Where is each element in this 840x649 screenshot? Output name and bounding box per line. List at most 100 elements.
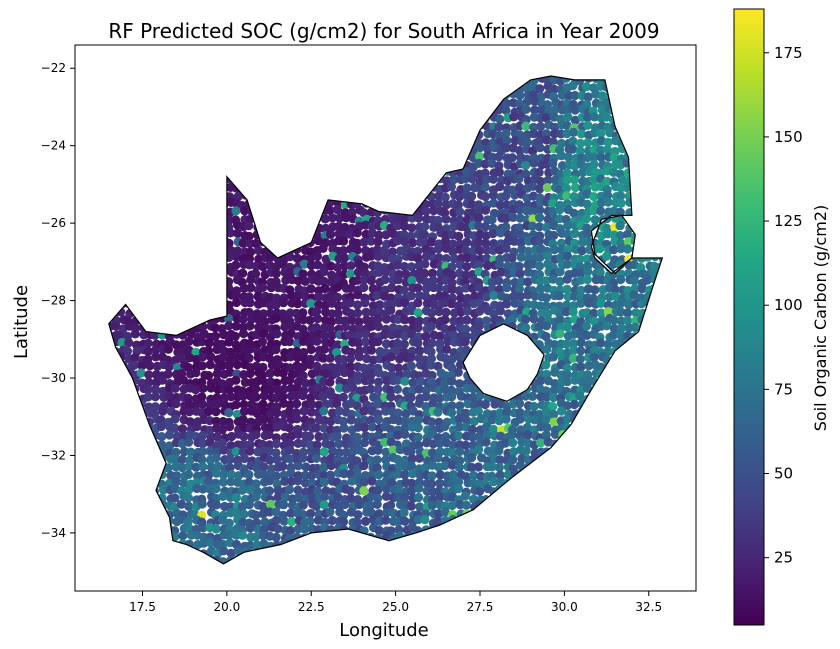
soc-point: [319, 492, 329, 502]
soc-point: [489, 290, 499, 300]
soc-point: [225, 228, 235, 238]
soc-point: [334, 406, 344, 416]
soc-point: [314, 292, 324, 302]
soc-point: [569, 208, 579, 218]
soc-point: [352, 228, 362, 238]
soc-point: [569, 399, 579, 410]
soc-point: [406, 361, 416, 371]
soc-point: [381, 314, 391, 324]
soc-point: [542, 423, 552, 433]
soc-point: [265, 368, 275, 378]
soc-point: [488, 174, 498, 184]
soc-point: [177, 454, 187, 465]
soc-point: [576, 298, 586, 308]
soc-point: [218, 470, 229, 480]
soc-point: [575, 146, 585, 156]
soc-point: [244, 353, 254, 363]
soc-point: [501, 191, 511, 201]
soc-point: [158, 485, 169, 495]
soc-point: [610, 291, 621, 301]
soc-point: [449, 221, 459, 231]
soc-point: [306, 298, 316, 308]
soc-point: [301, 462, 311, 472]
soc-point: [595, 244, 605, 254]
soc-point: [156, 421, 166, 432]
soc-point: [258, 399, 268, 409]
soc-point: [529, 314, 539, 324]
soc-point: [584, 298, 594, 308]
soc-point: [583, 229, 593, 239]
soc-point: [198, 462, 208, 472]
soc-point: [535, 252, 545, 262]
soc-point: [298, 315, 308, 325]
soc-point: [326, 229, 336, 239]
soc-point: [570, 228, 580, 239]
soc-point: [293, 299, 303, 309]
soc-point: [631, 308, 641, 318]
soc-point: [265, 455, 275, 465]
soc-point: [393, 375, 403, 385]
soc-point: [581, 82, 592, 92]
soc-point: [400, 492, 410, 502]
soc-point: [231, 400, 241, 410]
soc-point: [386, 392, 396, 402]
soc-point: [454, 379, 465, 389]
soc-point: [163, 344, 173, 354]
soc-point: [474, 151, 485, 161]
soc-point: [583, 112, 593, 122]
soc-point: [507, 253, 517, 263]
soc-point: [440, 422, 450, 432]
soc-point: [151, 352, 161, 362]
soc-point: [346, 261, 356, 271]
soc-point: [521, 323, 531, 333]
soc-point: [616, 191, 626, 201]
soc-point: [272, 329, 282, 339]
soc-point: [549, 417, 559, 427]
soc-point: [440, 192, 450, 202]
soc-point: [468, 432, 478, 442]
soc-point: [562, 120, 572, 130]
soc-point: [157, 375, 167, 385]
soc-point: [198, 484, 208, 494]
soc-point: [570, 90, 580, 101]
soc-point: [536, 438, 546, 448]
soc-point: [576, 346, 586, 356]
soc-point: [361, 329, 371, 339]
soc-point: [271, 300, 281, 310]
soc-point: [319, 462, 329, 472]
soc-point: [353, 422, 363, 432]
soc-point: [176, 499, 186, 509]
soc-point: [536, 122, 546, 132]
soc-point: [455, 422, 465, 432]
soc-point: [602, 321, 612, 331]
soc-point: [508, 438, 518, 448]
soc-point: [615, 299, 625, 309]
soc-point: [313, 314, 323, 324]
soc-point: [543, 214, 553, 224]
soc-point: [393, 408, 403, 418]
soc-point: [442, 344, 452, 354]
soc-point: [293, 461, 303, 471]
soc-point: [637, 284, 647, 294]
soc-point: [272, 422, 282, 432]
soc-point: [434, 307, 444, 317]
soc-point: [271, 471, 281, 481]
soc-point: [421, 284, 431, 294]
soc-point: [366, 275, 376, 286]
soc-point: [244, 231, 254, 241]
soc-point: [231, 375, 241, 385]
soc-point: [338, 416, 348, 426]
soc-point: [333, 282, 343, 292]
soc-point: [440, 378, 450, 388]
soc-point: [569, 329, 579, 339]
soc-point: [510, 190, 520, 200]
soc-point: [421, 392, 431, 402]
soc-point: [191, 385, 201, 395]
soc-point: [380, 275, 390, 285]
soc-point: [156, 415, 166, 425]
soc-point: [602, 112, 612, 122]
soc-point: [494, 167, 504, 177]
soc-point: [555, 329, 565, 339]
soc-point: [562, 191, 572, 201]
soc-point: [326, 460, 336, 471]
